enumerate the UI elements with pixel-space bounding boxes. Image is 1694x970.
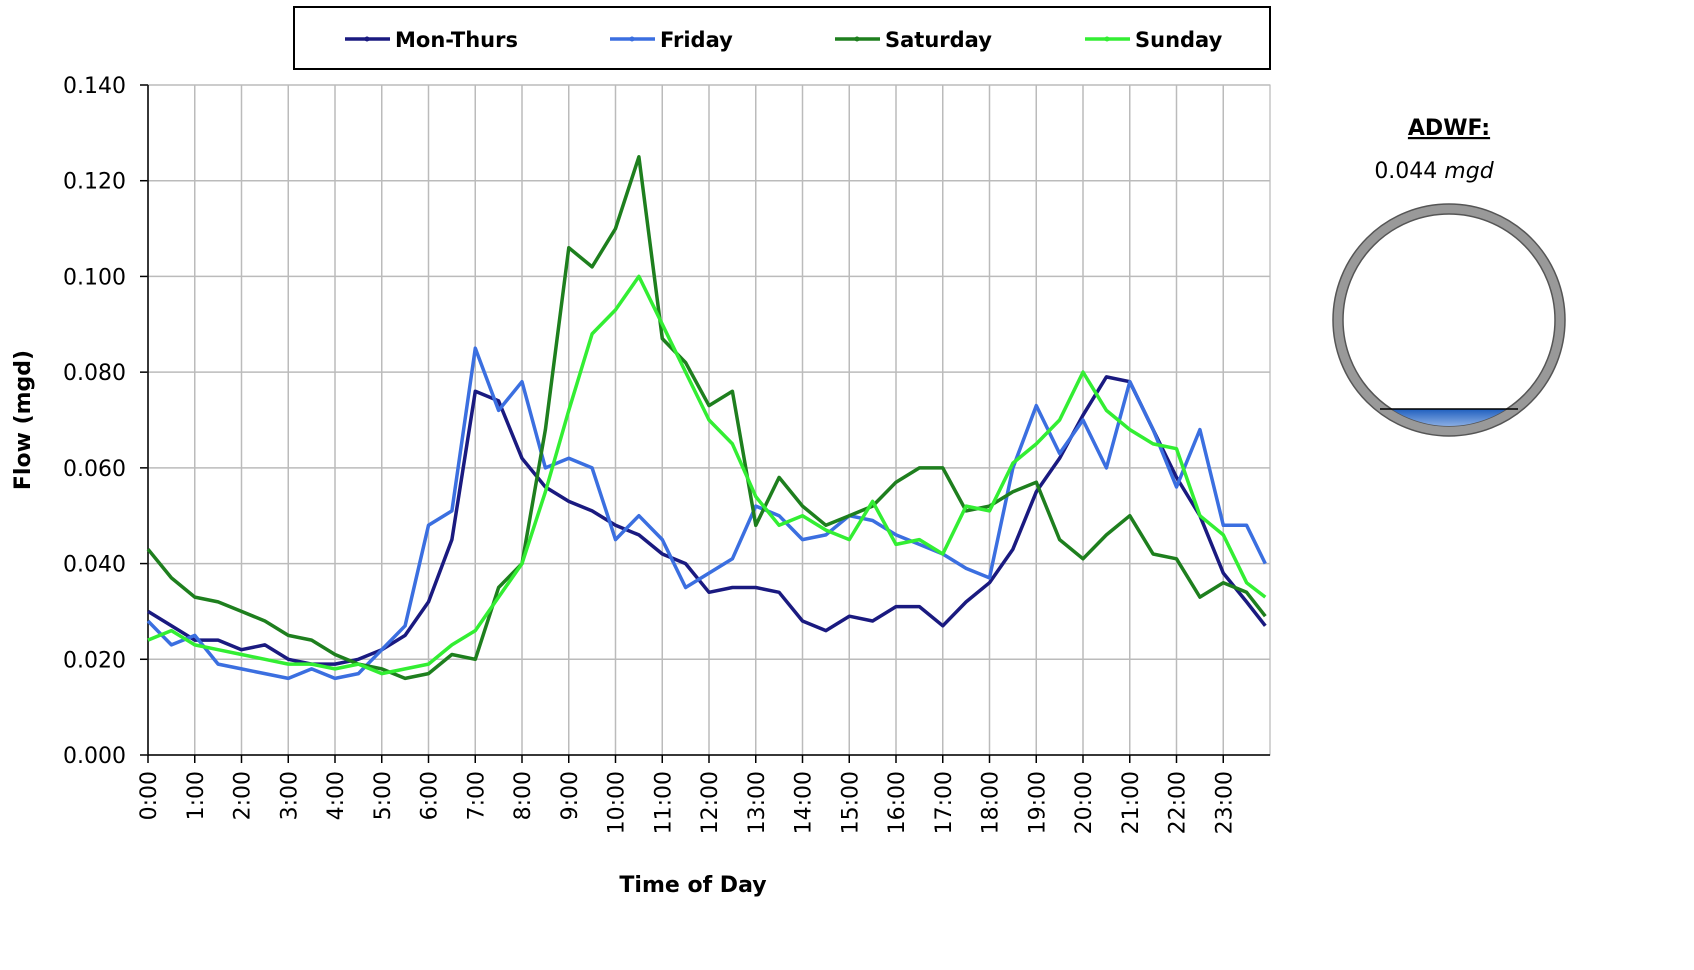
y-tick-label: 0.080 [63, 361, 126, 386]
legend-marker [854, 36, 860, 42]
x-tick-label: 8:00 [511, 771, 536, 820]
legend-label: Sunday [1135, 28, 1223, 52]
y-tick-label: 0.000 [63, 744, 126, 769]
x-tick-label: 21:00 [1119, 771, 1144, 834]
x-tick-label: 11:00 [651, 771, 676, 834]
pipe-icon [1332, 203, 1566, 437]
legend-label: Mon-Thurs [395, 28, 518, 52]
legend: Mon-Thurs Friday Saturday Sunday [345, 28, 1223, 52]
x-tick-label: 12:00 [698, 771, 723, 834]
x-tick-label: 2:00 [231, 771, 256, 820]
y-tick-label: 0.120 [63, 170, 126, 195]
x-tick-label: 0:00 [137, 771, 162, 820]
y-tick-label: 0.140 [63, 74, 126, 99]
y-tick-label: 0.060 [63, 457, 126, 482]
x-axis-title: Time of Day [619, 873, 766, 898]
y-tick-label: 0.040 [63, 553, 126, 578]
x-tick-label: 10:00 [605, 771, 630, 834]
series-line [146, 346, 1267, 681]
adwf-unit: mgd [1444, 159, 1494, 184]
x-tick-label: 23:00 [1212, 771, 1237, 834]
x-tick-label: 19:00 [1025, 771, 1050, 834]
adwf-value: 0.044 [1374, 159, 1437, 184]
x-tick-label: 16:00 [885, 771, 910, 834]
x-tick-label: 6:00 [418, 771, 443, 820]
series-line [146, 155, 1267, 681]
legend-marker [629, 36, 635, 42]
x-tick-label: 9:00 [558, 771, 583, 820]
x-tick-label: 22:00 [1166, 771, 1191, 834]
x-tick-label: 1:00 [184, 771, 209, 820]
y-tick-label: 0.100 [63, 265, 126, 290]
x-tick-label: 17:00 [932, 771, 957, 834]
plot-area [146, 155, 1267, 681]
series-line [147, 274, 1267, 676]
x-tick-label: 15:00 [838, 771, 863, 834]
legend-marker [1104, 36, 1110, 42]
legend-marker [364, 36, 370, 42]
grid: 0.000 0.020 0.040 0.060 0.080 0.100 0.120 0.140… [63, 74, 1271, 834]
x-tick-label: 18:00 [979, 771, 1004, 834]
x-tick-label: 3:00 [277, 771, 302, 820]
adwf-label: ADWF: [1408, 116, 1490, 141]
x-tick-label: 4:00 [324, 771, 349, 820]
series-line [147, 375, 1267, 666]
adwf-value-text: 0.044 mgd [1374, 159, 1494, 184]
y-tick-label: 0.020 [63, 648, 126, 673]
x-tick-label: 20:00 [1072, 771, 1097, 834]
x-tick-label: 14:00 [792, 771, 817, 834]
y-axis-title: Flow (mgd) [11, 350, 36, 490]
x-tick-label: 13:00 [745, 771, 770, 834]
x-tick-label: 7:00 [464, 771, 489, 820]
legend-label: Saturday [885, 28, 992, 52]
legend-label: Friday [660, 28, 733, 52]
x-tick-label: 5:00 [371, 771, 396, 820]
